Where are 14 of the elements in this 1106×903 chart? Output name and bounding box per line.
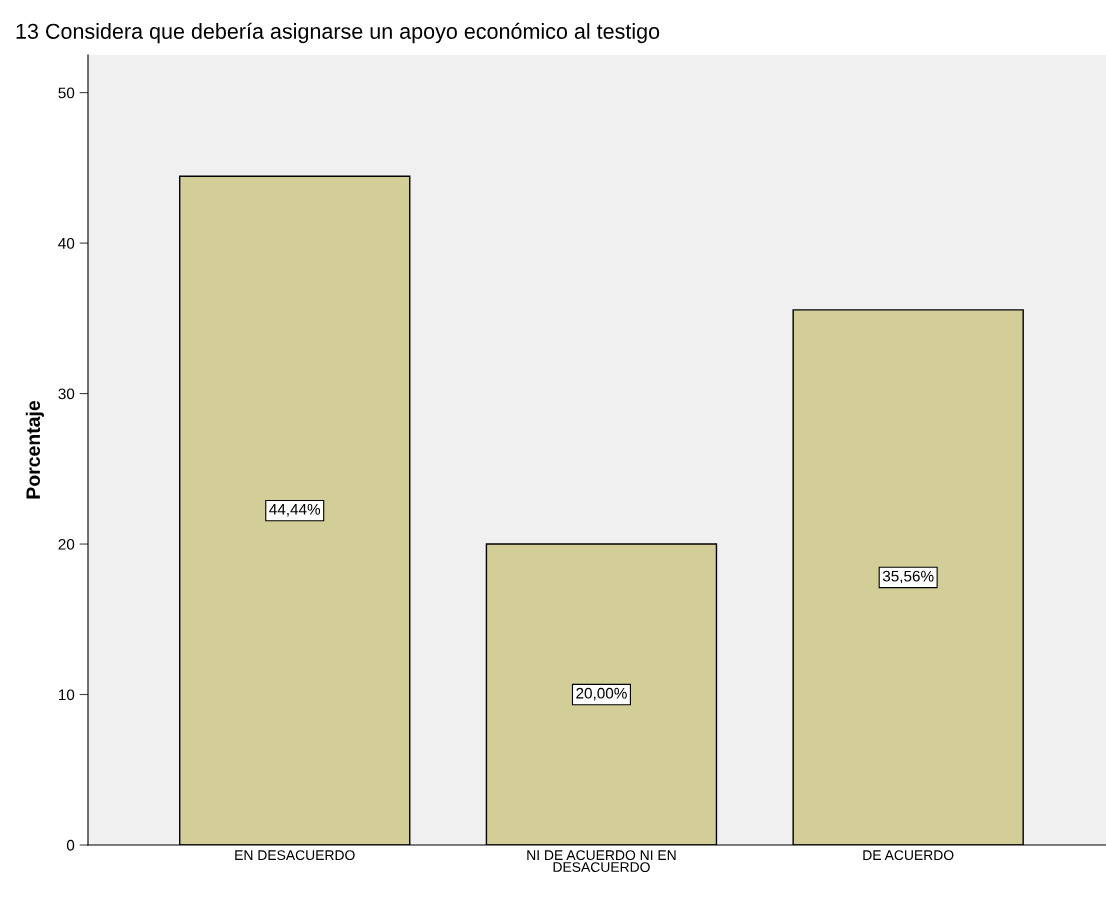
y-tick-label: 50 (58, 87, 75, 99)
y-tick-label: 20 (58, 538, 75, 550)
y-tick-label: 0 (66, 839, 75, 851)
data-label: 35,56% (882, 570, 934, 584)
x-tick-label: NI DE ACUERDO NI EN DESACUERDO (527, 850, 676, 872)
data-label: 20,00% (576, 687, 627, 701)
chart-title: 13 Considera que debería asignarse un apoyo económico al testigo (16, 22, 660, 44)
y-tick-label: 40 (58, 237, 75, 249)
y-tick-label: 30 (58, 388, 75, 400)
data-label: 44,44% (269, 503, 321, 517)
y-axis-title: Porcentaje (25, 400, 44, 499)
y-tick-label: 10 (58, 689, 75, 701)
x-tick-label: DE ACUERDO (863, 850, 954, 861)
x-tick-label: EN DESACUERDO (235, 850, 355, 861)
